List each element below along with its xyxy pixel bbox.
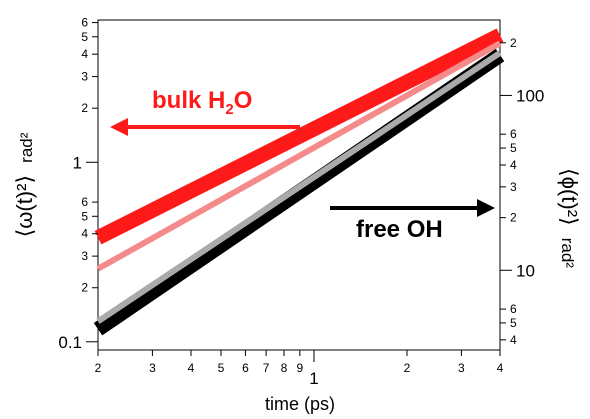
x-tick-label: 2 bbox=[95, 361, 102, 375]
y-left-tick-label: 6 bbox=[81, 195, 88, 209]
x-tick-label: 4 bbox=[497, 361, 504, 375]
series-2-line bbox=[96, 40, 502, 272]
y-left-tick-label: 1 bbox=[73, 153, 82, 172]
annotation-bulk-h2o-arrowhead bbox=[110, 118, 128, 136]
x-tick-label: 1 bbox=[309, 369, 318, 388]
y-right-tick-label: 5 bbox=[510, 316, 517, 330]
y-right-tick-label: 3 bbox=[510, 180, 517, 194]
y-right-tick-label: 10 bbox=[516, 261, 535, 280]
x-tick-label: 3 bbox=[458, 361, 465, 375]
y-left-title-main: ⟨ω(t)²⟩ bbox=[12, 175, 37, 237]
y-left-tick-label: 6 bbox=[81, 16, 88, 30]
x-tick-label: 6 bbox=[242, 361, 249, 375]
y-left-axis-title: ⟨ω(t)²⟩ rad² bbox=[12, 132, 37, 237]
y-left-tick-label: 2 bbox=[81, 281, 88, 295]
x-tick-label: 8 bbox=[281, 361, 288, 375]
y-right-tick-label: 100 bbox=[516, 86, 544, 105]
y-right-tick-label: 4 bbox=[510, 158, 517, 172]
y-right-title-unit: rad² bbox=[558, 238, 577, 269]
y-left-title-unit: rad² bbox=[17, 132, 36, 163]
y-right-tick-label: 4 bbox=[510, 333, 517, 347]
y-left-tick-label: 2 bbox=[81, 101, 88, 115]
series-layer bbox=[93, 28, 505, 336]
y-right-tick-label: 5 bbox=[510, 141, 517, 155]
annotation-free-oh-label: free OH bbox=[356, 216, 443, 243]
annotation-free-oh-arrowhead bbox=[477, 199, 495, 217]
y-left-tick-label: 3 bbox=[81, 70, 88, 84]
x-tick-label: 4 bbox=[188, 361, 195, 375]
x-tick-label: 9 bbox=[296, 361, 303, 375]
annotation-bulk-h2o: bulk H2O bbox=[110, 87, 300, 136]
series-4-line bbox=[96, 50, 502, 324]
annotation-bulk-h2o-label: bulk H2O bbox=[152, 87, 252, 118]
y-left-tick-label: 5 bbox=[81, 209, 88, 223]
svg-text:⟨ω(t)²⟩ rad²: ⟨ω(t)²⟩ rad² bbox=[12, 132, 37, 237]
y-right-tick-label: 2 bbox=[510, 36, 517, 50]
y-right-title-main: ⟨ϕ(t)²⟩ bbox=[557, 168, 582, 226]
x-axis: 2 3 4 5 6 7 8 91 2 3 4 bbox=[95, 350, 504, 388]
y-left-tick-label: 4 bbox=[81, 47, 88, 61]
y-left-tick-label: 5 bbox=[81, 30, 88, 44]
y-right-axis-title: ⟨ϕ(t)²⟩ rad² bbox=[557, 168, 582, 268]
annotation-free-oh: free OH bbox=[330, 199, 495, 243]
y-left-tick-label: 3 bbox=[81, 249, 88, 263]
x-axis-title: time (ps) bbox=[265, 394, 335, 414]
y-right-tick-label: 6 bbox=[510, 302, 517, 316]
x-tick-label: 2 bbox=[404, 361, 411, 375]
y-right-tick-label: 2 bbox=[510, 211, 517, 225]
x-tick-label: 3 bbox=[149, 361, 156, 375]
x-tick-label: 7 bbox=[263, 361, 270, 375]
y-right-tick-label: 6 bbox=[510, 127, 517, 141]
x-tick-label: 5 bbox=[218, 361, 225, 375]
svg-text:⟨ϕ(t)²⟩ rad²: ⟨ϕ(t)²⟩ rad² bbox=[557, 168, 582, 268]
y-left-tick-label: 0.1 bbox=[58, 333, 82, 352]
y-left-tick-label: 4 bbox=[81, 227, 88, 241]
series-1-band bbox=[94, 28, 504, 245]
